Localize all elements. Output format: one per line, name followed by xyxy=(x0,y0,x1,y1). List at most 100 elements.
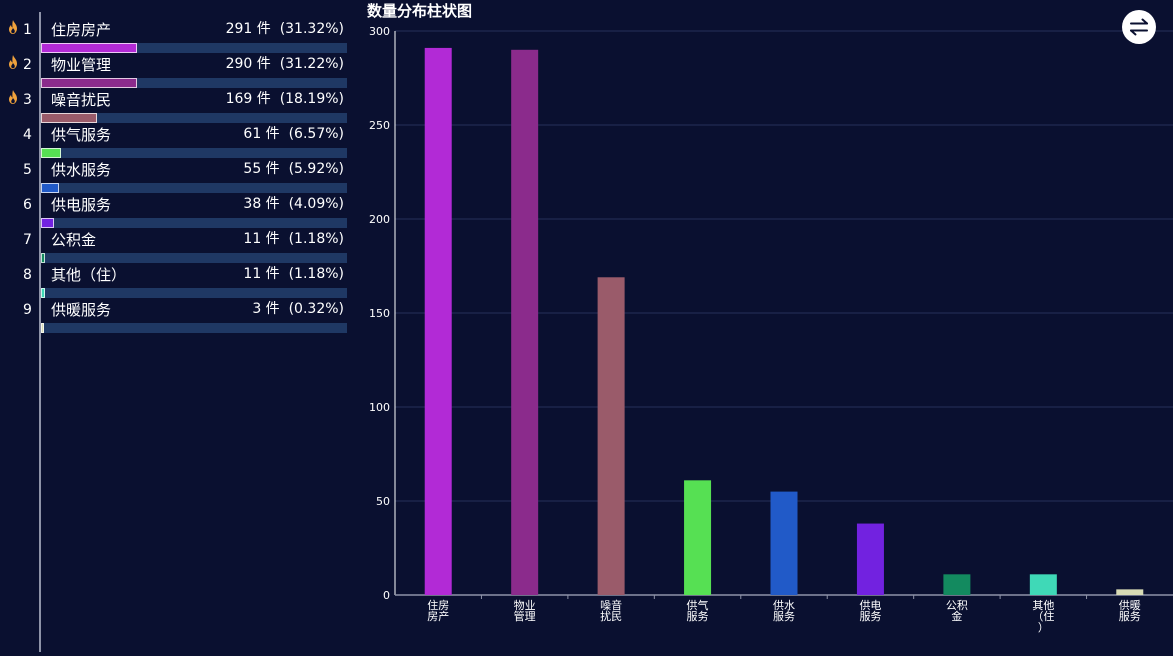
rank-progress-track xyxy=(41,288,347,298)
x-tick-label-line: 供气 xyxy=(687,598,709,612)
flame-icon xyxy=(9,90,17,104)
ranking-item: 8 其他（住） 11 件 (1.18%) xyxy=(0,262,350,298)
rank-progress-track xyxy=(41,218,347,228)
rank-progress-track xyxy=(41,43,347,53)
rank-count: 11 件 xyxy=(243,266,280,282)
bar xyxy=(597,277,625,595)
ranking-item: 4 供气服务 61 件 (6.57%) xyxy=(0,122,350,158)
rank-progress-track xyxy=(41,148,347,158)
rank-percent: (0.32%) xyxy=(288,301,344,317)
rank-percent: (18.19%) xyxy=(279,91,344,107)
x-tick-label: 供气服务 xyxy=(687,598,709,623)
x-tick-label-line: 其他 xyxy=(1032,599,1054,612)
rank-progress-track xyxy=(41,113,347,123)
x-tick-label: 住房房产 xyxy=(427,598,449,623)
rank-number: 1 xyxy=(23,22,32,38)
flame-icon xyxy=(9,55,17,69)
rank-progress-fill xyxy=(41,288,45,298)
rank-number: 3 xyxy=(23,92,32,108)
x-tick-label: 供电服务 xyxy=(859,598,881,623)
x-tick-label-line: 供电 xyxy=(859,598,881,612)
y-tick-label: 250 xyxy=(369,119,390,132)
rank-progress-track xyxy=(41,323,347,333)
rank-count: 61 件 xyxy=(243,126,280,142)
rank-count: 11 件 xyxy=(243,231,280,247)
x-tick-label-line: 住房 xyxy=(427,598,449,612)
bar xyxy=(511,49,539,596)
x-tick-label-line: 供暖 xyxy=(1119,598,1141,612)
x-tick-label-line: 扰民 xyxy=(600,609,622,623)
rank-category-name: 公积金 xyxy=(51,231,97,249)
rank-number: 2 xyxy=(23,57,32,73)
x-tick-label-line: 公积 xyxy=(946,599,968,612)
rank-progress-fill xyxy=(41,253,45,263)
rank-category-name: 供电服务 xyxy=(51,196,112,214)
chart-panel: 0 50 100 150 200 250 300 住房房产 物业管理 噪音扰民 供气服务 供水服务 供电… xyxy=(355,0,1173,656)
ranking-item: 5 供水服务 55 件 (5.92%) xyxy=(0,157,350,193)
y-tick-label: 50 xyxy=(376,495,390,508)
ranking-panel: 1 住房房产 291 件 (31.32%) 2 物业管理 290 件 (31.22%) 3 噪… xyxy=(0,0,350,656)
rank-progress-track xyxy=(41,78,347,88)
x-tick-label-line: ） xyxy=(1038,621,1049,634)
rank-progress-track xyxy=(41,253,347,263)
rank-percent: (1.18%) xyxy=(288,231,344,247)
rank-count-percent: 291 件 (31.32%) xyxy=(226,20,344,38)
bar-chart: 050100150200250300住房房产物业管理噪音扰民供气服务供水服务供电… xyxy=(369,25,1173,634)
x-tick-label: 其他（住） xyxy=(1032,599,1054,634)
swap-arrows-icon xyxy=(1130,18,1148,36)
rank-count-percent: 55 件 (5.92%) xyxy=(243,160,344,178)
x-tick-label-line: （住 xyxy=(1032,609,1054,623)
rank-category-name: 住房房产 xyxy=(51,21,112,39)
rank-count: 290 件 xyxy=(225,56,271,72)
rank-count-percent: 169 件 (18.19%) xyxy=(226,90,344,108)
rank-number: 8 xyxy=(23,267,32,283)
rank-category-name: 供气服务 xyxy=(51,126,112,144)
bar xyxy=(856,523,884,595)
rank-count: 169 件 xyxy=(225,91,271,107)
x-tick-label-line: 服务 xyxy=(1119,610,1141,623)
rank-count-percent: 290 件 (31.22%) xyxy=(226,55,344,73)
ranking-divider xyxy=(39,12,41,652)
rank-percent: (31.22%) xyxy=(279,56,344,72)
bar xyxy=(1029,574,1057,595)
rank-number: 9 xyxy=(23,302,32,318)
rank-count: 291 件 xyxy=(225,21,271,37)
rank-count-percent: 38 件 (4.09%) xyxy=(243,195,344,213)
rank-number: 7 xyxy=(23,232,32,248)
ranking-item: 7 公积金 11 件 (1.18%) xyxy=(0,227,350,263)
rank-percent: (1.18%) xyxy=(288,266,344,282)
ranking-item: 1 住房房产 291 件 (31.32%) xyxy=(0,17,350,53)
rank-number: 6 xyxy=(23,197,32,213)
rank-percent: (5.92%) xyxy=(288,161,344,177)
x-tick-label-line: 房产 xyxy=(427,609,449,623)
rank-progress-fill xyxy=(41,43,137,53)
rank-category-name: 供水服务 xyxy=(51,161,112,179)
x-tick-label: 物业管理 xyxy=(514,598,536,623)
rank-percent: (6.57%) xyxy=(288,126,344,142)
rank-progress-track xyxy=(41,183,347,193)
rank-progress-fill xyxy=(41,148,61,158)
rank-count: 55 件 xyxy=(243,161,280,177)
ranking-item: 3 噪音扰民 169 件 (18.19%) xyxy=(0,87,350,123)
x-tick-label-line: 金 xyxy=(951,609,962,623)
bar xyxy=(684,480,712,595)
x-tick-label-line: 噪音 xyxy=(600,598,622,612)
y-tick-label: 300 xyxy=(369,25,390,38)
bar xyxy=(1116,589,1144,595)
y-tick-label: 200 xyxy=(369,213,390,226)
ranking-item: 2 物业管理 290 件 (31.22%) xyxy=(0,52,350,88)
rank-percent: (4.09%) xyxy=(288,196,344,212)
x-tick-label-line: 管理 xyxy=(514,609,536,623)
rank-category-name: 供暖服务 xyxy=(51,301,112,319)
chart-title: 数量分布柱状图 xyxy=(367,2,473,20)
rank-number: 5 xyxy=(23,162,32,178)
toggle-chart-button[interactable] xyxy=(1122,10,1156,44)
x-tick-label: 供暖服务 xyxy=(1119,598,1141,623)
rank-count-percent: 11 件 (1.18%) xyxy=(243,265,344,283)
ranking-item: 6 供电服务 38 件 (4.09%) xyxy=(0,192,350,228)
rank-count-percent: 3 件 (0.32%) xyxy=(252,300,344,318)
x-tick-label-line: 服务 xyxy=(687,610,709,623)
y-tick-label: 150 xyxy=(369,307,390,320)
x-tick-label-line: 服务 xyxy=(773,610,795,623)
